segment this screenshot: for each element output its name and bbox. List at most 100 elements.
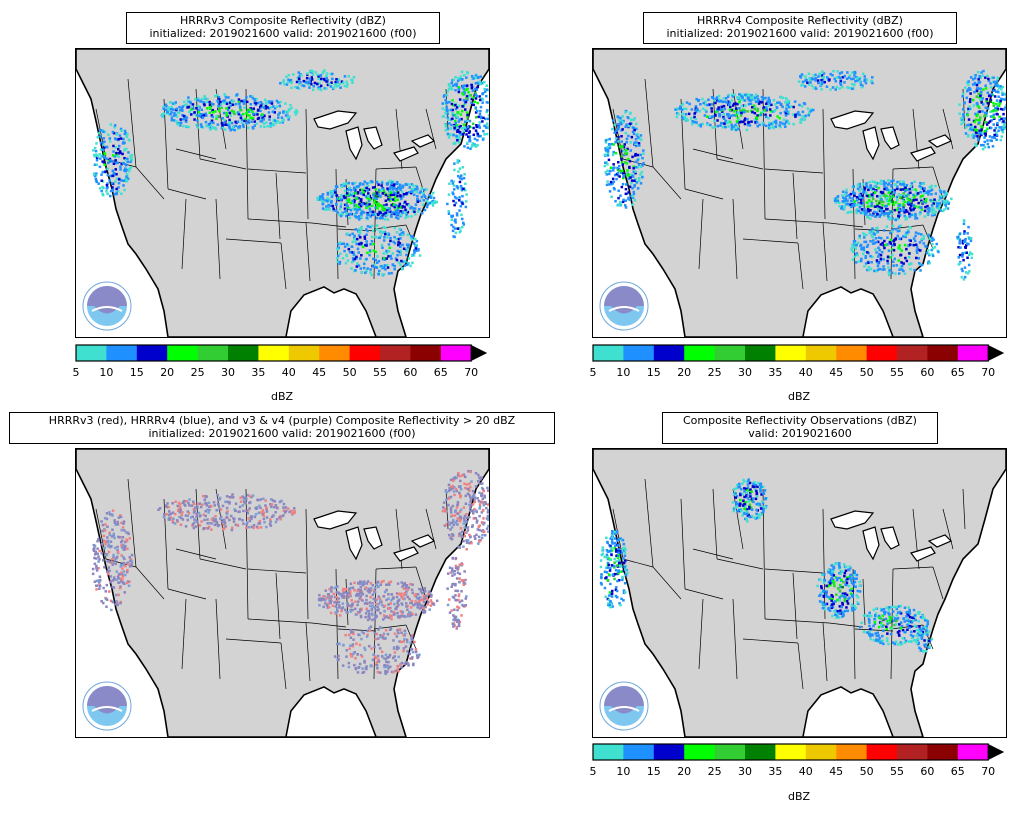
state-border [698, 198, 704, 270]
state-border [247, 568, 307, 574]
colorbar-segment [288, 345, 320, 361]
state-border [305, 622, 311, 682]
colorbar-tick-label: 20 [677, 366, 692, 379]
state-border [181, 598, 187, 670]
state-border [732, 198, 738, 280]
state-border [716, 558, 764, 570]
colorbar-tick-label: 25 [707, 366, 722, 379]
land-area [76, 49, 489, 337]
state-border [127, 78, 137, 168]
state-border [942, 508, 954, 550]
state-border [644, 78, 654, 168]
state-border [828, 222, 864, 228]
state-border [742, 238, 799, 244]
state-border [175, 548, 217, 560]
colorbar-extend-arrow [988, 345, 1005, 361]
colorbar-segment [258, 345, 290, 361]
state-border [127, 478, 137, 568]
colorbar-segment [410, 345, 442, 361]
noaa-logo-icon [599, 681, 649, 731]
map-canvas [593, 449, 1006, 737]
great-lake [862, 526, 880, 561]
colorbar-segment [866, 345, 898, 361]
colorbar-segment [684, 345, 715, 361]
state-border [167, 188, 207, 200]
state-border [797, 242, 804, 290]
state-border [942, 108, 954, 150]
colorbar-tick-label: 70 [981, 765, 996, 778]
panel-title-observations: Composite Reflectivity Observations (dBZ… [662, 412, 938, 444]
colorbar-tick-label: 20 [677, 765, 692, 778]
state-border [305, 222, 311, 282]
colorbar-segment [897, 345, 928, 361]
state-border [425, 508, 437, 550]
great-lake [410, 534, 436, 548]
colorbar-segment [714, 744, 746, 760]
state-border [716, 158, 764, 170]
colorbar-tick-label: 55 [890, 765, 904, 778]
state-border [822, 508, 826, 620]
state-border [225, 638, 282, 644]
state-border [822, 622, 828, 682]
colorbar-segment [76, 345, 107, 361]
great-lake [880, 126, 900, 150]
colorbar-tick-label: 60 [920, 765, 935, 778]
map-canvas [76, 49, 489, 337]
colorbar-tick-label: 65 [950, 366, 965, 379]
title-line-2: initialized: 2019021600 valid: 201902160… [666, 27, 934, 40]
state-border [764, 568, 824, 574]
state-border [764, 168, 824, 174]
state-border [305, 508, 309, 620]
noaa-logo-icon [82, 681, 132, 731]
colorbar-tick-label: 5 [589, 765, 597, 778]
state-border [712, 488, 718, 560]
colorbar-tick-label: 65 [433, 366, 448, 379]
colorbar-tick-label: 70 [981, 366, 996, 379]
colorbar-label-hrrrv3: dBZ [270, 390, 294, 403]
colorbar-observations: 5 10 15 20 25 30 35 40 45 50 55 60 65 70 [590, 743, 1012, 778]
state-border [415, 566, 427, 600]
colorbar-tick-label: 50 [859, 366, 874, 379]
colorbar-segment [836, 345, 867, 361]
precipitation-field [599, 478, 933, 653]
state-border [311, 622, 347, 628]
colorbar-segment [167, 345, 198, 361]
great-lake [393, 146, 419, 162]
state-border [892, 166, 934, 170]
colorbar-segment [197, 345, 229, 361]
great-lake [345, 126, 363, 161]
colorbar-tick-label: 5 [72, 366, 80, 379]
map-observations [592, 448, 1007, 738]
land-area [76, 449, 489, 737]
colorbar-segment [136, 345, 168, 361]
state-border [644, 478, 654, 568]
map-canvas [593, 49, 1006, 337]
great-lake [345, 526, 363, 561]
colorbar-tick-label: 25 [190, 366, 205, 379]
state-border [922, 624, 934, 650]
gulf-of-mexico [802, 686, 894, 737]
state-border [684, 588, 724, 600]
colorbar-tick-label: 30 [738, 366, 752, 379]
colorbar-segment [957, 345, 989, 361]
great-lake [830, 110, 875, 130]
state-border [215, 598, 221, 680]
panel-title-hrrrv4: HRRRv4 Composite Reflectivity (dBZ) init… [643, 12, 957, 44]
colorbar-tick-label: 30 [221, 366, 235, 379]
state-border [684, 188, 724, 200]
state-border [199, 158, 247, 170]
colorbar-segment [319, 345, 350, 361]
map-hrrrv4 [592, 48, 1007, 338]
state-border [311, 222, 347, 228]
colorbar-segment [684, 744, 715, 760]
colorbar-segment [897, 744, 928, 760]
title-line-1: HRRRv3 (red), HRRRv4 (blue), and v3 & v4… [48, 414, 516, 427]
colorbar-tick-label: 50 [342, 366, 357, 379]
colorbar-segment [805, 744, 837, 760]
state-border [275, 572, 281, 640]
colorbar-segment [714, 345, 746, 361]
map-canvas [76, 449, 489, 737]
great-lake [363, 526, 383, 550]
colorbar-tick-label: 45 [312, 366, 327, 379]
state-border [622, 158, 654, 168]
